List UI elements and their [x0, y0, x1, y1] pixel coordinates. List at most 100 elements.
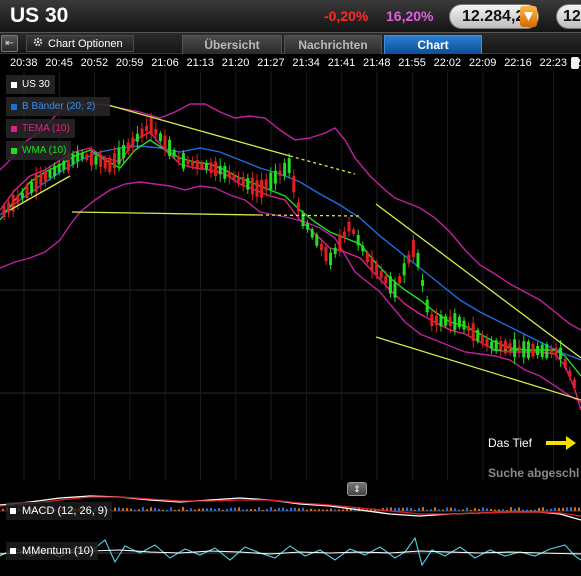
macd-histogram-bar: [462, 509, 464, 511]
candle-body: [545, 344, 549, 359]
legend-item-tema[interactable]: TEMA (10): [6, 119, 75, 138]
time-tick-label: 20:45: [45, 57, 73, 69]
chart-options-button[interactable]: Chart Optionen: [26, 35, 134, 52]
macd-histogram-bar: [578, 507, 580, 511]
macd-histogram-bar: [214, 509, 216, 511]
candle-body: [76, 151, 80, 162]
wma-line: [0, 139, 581, 377]
macd-histogram-bar: [554, 507, 556, 511]
macd-histogram-bar: [234, 507, 236, 511]
macd-histogram-bar: [506, 509, 508, 511]
macd-histogram-bar: [422, 507, 424, 511]
macd-histogram-bar: [390, 507, 392, 511]
candle-body: [568, 370, 572, 377]
candle-body: [536, 345, 540, 356]
candle-body: [453, 313, 457, 331]
macd-histogram-bar: [158, 508, 160, 511]
macd-histogram-bar: [414, 509, 416, 511]
candle-body: [287, 158, 291, 174]
macd-histogram-bar: [2, 508, 4, 511]
candle-body: [30, 181, 34, 193]
scrollbar-handle[interactable]: [571, 57, 579, 69]
candle-body: [434, 315, 438, 326]
collapse-left-icon[interactable]: ⇤: [1, 35, 18, 52]
candle-body: [559, 347, 563, 360]
candle-body: [241, 176, 245, 187]
candle-body: [476, 329, 480, 342]
candle-body: [347, 221, 351, 232]
candle-body: [154, 128, 158, 135]
macd-histogram-bar: [530, 509, 532, 511]
candle-body: [273, 170, 277, 184]
time-tick-label: 22:16: [504, 57, 532, 69]
candle-body: [16, 195, 20, 204]
macd-histogram-bar: [274, 509, 276, 511]
trend-down-icon: [520, 6, 537, 27]
macd-histogram-bar: [570, 507, 572, 511]
candle-body: [237, 177, 241, 182]
legend-item-bollinger[interactable]: B Bänder (20, 2): [6, 97, 110, 116]
candle-body: [218, 165, 222, 175]
macd-histogram-bar: [458, 509, 460, 511]
macd-histogram-bar: [438, 509, 440, 511]
macd-histogram-bar: [294, 507, 296, 511]
macd-histogram-bar: [126, 508, 128, 511]
candle-body: [43, 171, 47, 182]
indicator-swatch: [10, 548, 16, 554]
macd-histogram-bar: [406, 507, 408, 511]
candle-body: [508, 343, 512, 352]
change-percent: 16,20%: [386, 8, 434, 24]
candle-body: [319, 243, 323, 251]
indicator-momentum-text: MMentum (10): [22, 545, 94, 557]
candle-body: [522, 341, 526, 358]
macd-histogram-bar: [430, 509, 432, 511]
indicator-macd-text: MACD (12, 26, 9): [22, 505, 108, 517]
candle-body: [513, 339, 517, 357]
indicator-label-macd[interactable]: MACD (12, 26, 9): [6, 502, 112, 520]
trendline-rise: [9, 175, 71, 211]
time-tick-label: 22:02: [433, 57, 462, 69]
macd-histogram-bar: [194, 509, 196, 511]
macd-histogram-bar: [210, 507, 212, 511]
tab-overview[interactable]: Übersicht: [182, 35, 282, 54]
time-tick-label: 21:48: [363, 57, 391, 69]
macd-histogram-bar: [286, 509, 288, 511]
macd-histogram-bar: [566, 507, 568, 511]
candle-body: [448, 316, 452, 326]
legend-swatch: [11, 125, 17, 132]
macd-histogram-bar: [242, 509, 244, 511]
candle-body: [209, 162, 213, 174]
candle-body: [499, 340, 503, 352]
panel-resize-handle[interactable]: ⇕: [347, 482, 367, 496]
macd-histogram-bar: [310, 508, 312, 511]
candle-body: [191, 160, 195, 166]
macd-histogram-bar: [302, 507, 304, 511]
macd-histogram-bar: [510, 507, 512, 511]
tab-chart[interactable]: Chart: [384, 35, 482, 54]
macd-histogram-bar: [326, 509, 328, 511]
indicator-label-momentum[interactable]: MMentum (10): [6, 542, 98, 560]
candle-body: [430, 314, 434, 327]
legend-item-wma[interactable]: WMA (10): [6, 141, 72, 160]
time-tick-label: 20:52: [80, 57, 109, 69]
candle-body: [80, 152, 84, 159]
tab-news[interactable]: Nachrichten: [284, 35, 382, 54]
candle-body: [471, 323, 475, 341]
candle-body: [145, 125, 149, 132]
candle-body: [140, 128, 144, 138]
macd-histogram-bar: [442, 509, 444, 511]
candle-body: [494, 340, 498, 352]
macd-histogram-bar: [574, 507, 576, 511]
macd-histogram-bar: [522, 509, 524, 511]
macd-histogram-bar: [142, 507, 144, 511]
legend-item-us30[interactable]: US 30: [6, 75, 55, 94]
candle-body: [503, 340, 507, 354]
macd-histogram-bar: [538, 508, 540, 511]
time-tick-label: 21:41: [327, 57, 356, 69]
time-tick-label: 20:38: [10, 57, 38, 69]
price-secondary-button[interactable]: 12.: [556, 4, 581, 29]
macd-histogram-bar: [338, 509, 340, 511]
macd-histogram-bar: [130, 508, 132, 511]
macd-histogram-bar: [202, 508, 204, 511]
